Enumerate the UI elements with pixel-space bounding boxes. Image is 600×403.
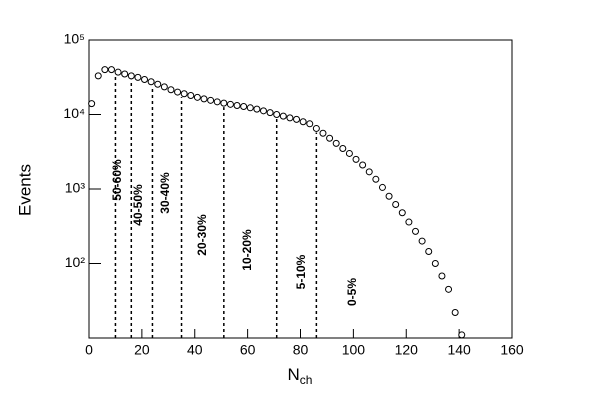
centrality-label: 5-10%	[294, 254, 308, 289]
data-point	[246, 104, 254, 112]
data-point	[438, 272, 446, 280]
data-point	[398, 209, 406, 217]
data-point	[253, 105, 261, 113]
data-point	[187, 91, 195, 99]
data-point	[154, 80, 162, 88]
data-point	[431, 260, 439, 267]
data-point	[193, 93, 201, 101]
data-point	[293, 115, 301, 123]
x-tick-label: 100	[342, 342, 366, 358]
data-point	[174, 88, 182, 96]
data-point	[207, 96, 215, 104]
data-point	[134, 73, 142, 81]
y-axis-label: Events	[15, 164, 34, 216]
x-tick-label: 60	[240, 342, 256, 358]
data-point	[359, 161, 367, 169]
y-tick-label: 10⁵	[64, 31, 85, 47]
data-point	[365, 168, 373, 176]
data-point	[378, 183, 386, 191]
x-axis-label-sub: ch	[300, 373, 313, 387]
data-point	[167, 86, 175, 94]
data-point	[273, 111, 281, 118]
x-tick-label: 0	[85, 342, 93, 358]
x-axis-label-main: N	[288, 365, 300, 384]
centrality-label: 0-5%	[345, 278, 359, 306]
data-point	[200, 95, 208, 103]
y-tick-label: 10³	[65, 180, 86, 196]
centrality-label: 40-50%	[131, 184, 145, 226]
data-point	[226, 100, 234, 108]
y-tick-label: 10²	[65, 254, 86, 270]
data-point	[352, 155, 360, 163]
data-point	[418, 237, 426, 245]
centrality-label: 50-60%	[110, 159, 124, 201]
x-tick-label: 80	[293, 342, 309, 358]
data-point	[266, 109, 274, 117]
x-tick-label: 140	[447, 342, 471, 358]
data-point	[180, 90, 188, 98]
data-point	[312, 124, 320, 132]
x-axis-label: Nch	[288, 365, 313, 387]
centrality-label: 10-20%	[240, 229, 254, 271]
data-point	[451, 308, 459, 316]
x-tick-label: 160	[500, 342, 524, 358]
data-point	[240, 103, 248, 111]
data-point	[326, 134, 334, 142]
data-point	[405, 218, 413, 226]
data-point	[425, 247, 433, 255]
x-tick-label: 20	[134, 342, 150, 358]
data-point	[213, 98, 221, 106]
x-tick-label: 120	[395, 342, 419, 358]
data-point	[306, 120, 314, 128]
data-point	[107, 66, 115, 74]
data-point	[160, 83, 168, 91]
data-point	[141, 75, 149, 83]
y-tick-label: 10⁴	[63, 105, 85, 121]
data-point	[233, 102, 241, 110]
data-point	[259, 107, 267, 115]
data-point	[94, 72, 102, 80]
data-point	[279, 112, 287, 120]
data-point	[339, 144, 347, 152]
data-point	[385, 192, 393, 200]
data-point	[445, 285, 453, 293]
data-point	[286, 114, 294, 122]
x-tick-label: 40	[187, 342, 203, 358]
data-point	[114, 68, 122, 76]
data-point	[412, 227, 420, 235]
data-point	[332, 139, 340, 147]
data-point	[319, 129, 327, 137]
data-point	[101, 66, 109, 74]
data-point	[121, 70, 129, 78]
centrality-label: 20-30%	[195, 214, 209, 256]
centrality-label: 30-40%	[158, 172, 172, 214]
data-point	[147, 78, 155, 86]
data-point	[458, 331, 466, 339]
data-point	[299, 118, 307, 126]
data-point	[88, 100, 96, 108]
data-point	[372, 175, 380, 183]
data-point	[220, 99, 228, 107]
data-point	[392, 200, 400, 208]
data-point	[345, 149, 353, 157]
data-point	[127, 72, 135, 80]
